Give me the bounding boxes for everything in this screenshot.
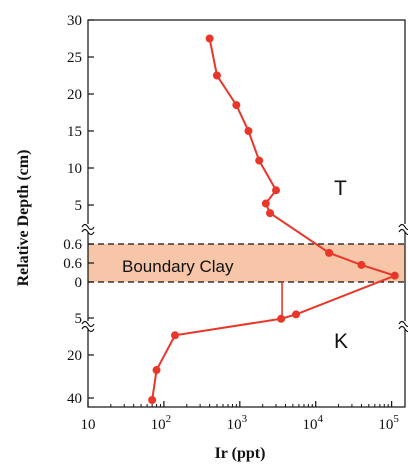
x-tick-label: 104 [302, 413, 323, 433]
upper-region-label: T [334, 177, 347, 200]
ir-data-point [212, 71, 221, 80]
ir-data-point [325, 248, 334, 257]
lower-region-label: K [334, 330, 348, 353]
ir-data-point [277, 314, 286, 323]
boundary-clay-band [88, 244, 405, 282]
boundary-clay-label: Boundary Clay [122, 257, 234, 276]
ir-data-point [357, 260, 366, 269]
y-tick-label: 10 [67, 161, 82, 177]
ir-data-point [152, 366, 161, 375]
right-break-top-upper-curve [398, 223, 408, 231]
right-break-bottom-gap [399, 321, 408, 329]
ir-data-point [232, 101, 241, 110]
plot-frame [87, 19, 406, 408]
y-tick-label: 0.6 [63, 237, 82, 253]
axes-layer [81, 19, 408, 408]
series-layer [148, 34, 399, 404]
right-break-bottom-lower-curve [398, 325, 408, 333]
ir-series-line [151, 38, 398, 401]
ir-data-point [171, 331, 180, 340]
ir-data-point [205, 34, 214, 43]
right-break-top-gap [399, 224, 408, 232]
boundary-clay-band-layer [88, 243, 405, 283]
left-break-top-upper-curve [81, 223, 95, 231]
y-axis-title: Relative Depth (cm) [15, 150, 32, 287]
x-tick-label: 10 [81, 417, 96, 433]
right-break-top-lower-curve [398, 228, 408, 236]
y-tick-label: 5 [75, 198, 83, 214]
x-tick-label: 102 [151, 413, 172, 433]
left-break-top-lower-curve [81, 228, 95, 236]
y-tick-label: 30 [67, 13, 82, 29]
y-tick-label: 25 [67, 50, 82, 66]
right-break-bottom-upper-curve [398, 320, 408, 328]
ir-data-point [292, 310, 301, 319]
ir-data-point [390, 271, 399, 280]
left-break-bottom-lower-curve [81, 325, 95, 333]
ir-data-point [272, 186, 281, 195]
x-axis-title: Ir (ppt) [215, 445, 266, 462]
y-tick-label: 5 [75, 311, 83, 327]
labels-layer: Boundary Clay T K Ir (ppt) Relative Dept… [15, 150, 348, 462]
ir-data-point [148, 396, 157, 404]
y-tick-label: 20 [67, 348, 82, 364]
ir-data-point [244, 127, 253, 135]
y-tick-label: 40 [67, 391, 82, 407]
y-tick-label: 0 [75, 275, 83, 291]
y-tick-label: 20 [67, 87, 82, 103]
x-tick-label: 105 [378, 413, 399, 433]
y-tick-label: 15 [67, 124, 82, 140]
ir-data-point [266, 209, 275, 218]
ir-data-point [255, 156, 264, 165]
y-tick-label: 0.6 [63, 256, 82, 272]
x-tick-label: 103 [227, 413, 248, 433]
ir-data-point [261, 199, 270, 208]
left-break-bottom-upper-curve [81, 320, 95, 328]
